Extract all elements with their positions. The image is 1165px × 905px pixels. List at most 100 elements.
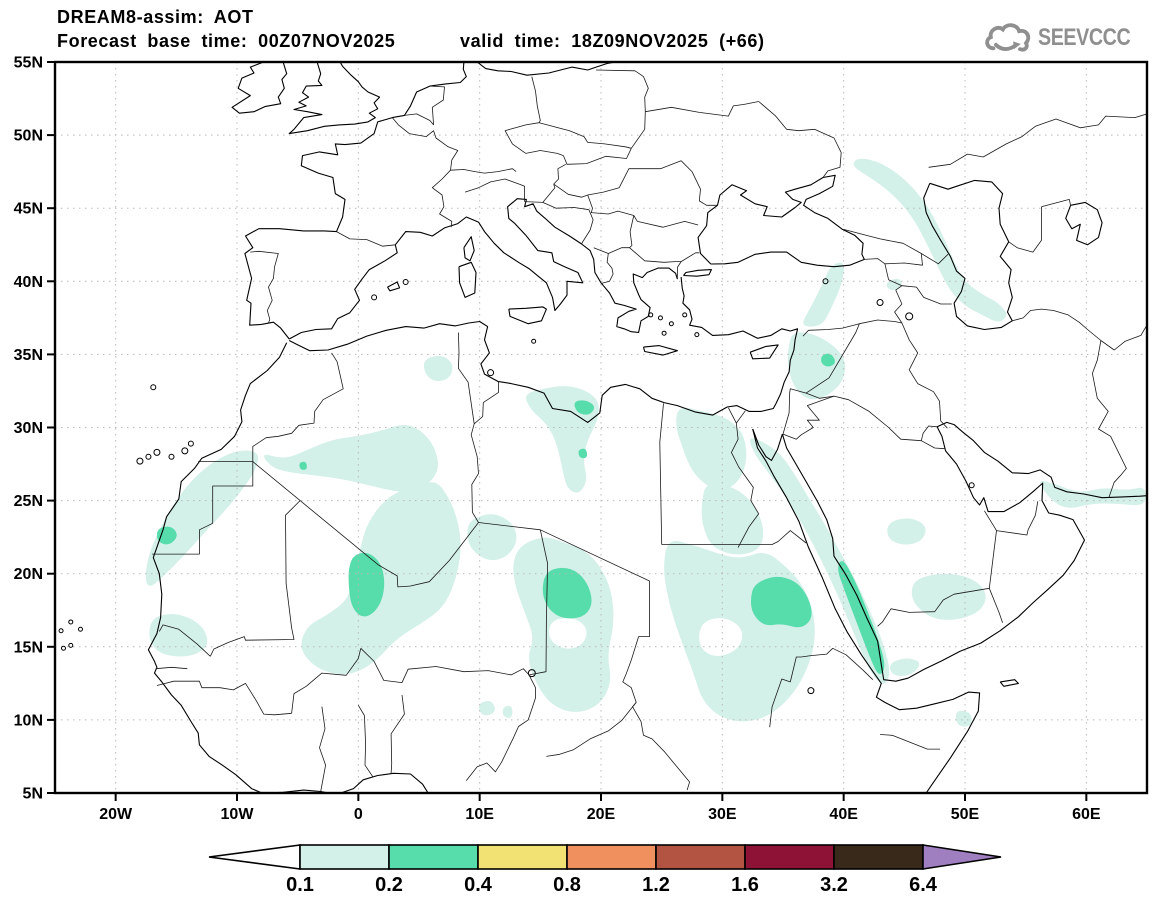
border-line [884,253,923,266]
y-axis-label: 50N [14,128,43,145]
border-line [360,648,530,683]
island-or-lake [371,294,378,301]
cloud-arrow-icon [985,23,1031,52]
border-line [645,101,759,117]
colorbar-segment-5 [744,844,835,870]
border-line [553,163,566,185]
coastline [288,62,381,135]
aot-region-w-sahara-core [156,526,177,545]
border-line [782,395,835,440]
graticule [55,62,1147,793]
aot-region-east-turkey [803,262,844,327]
coastline [781,426,1086,682]
island-or-lake [876,298,884,306]
y-axis-label: 35N [14,347,43,364]
border-line [391,117,459,171]
border-line [920,425,938,441]
aot-region-nigeria-spot-1 [479,701,495,716]
y-axis-label: 30N [14,420,43,437]
aot-region-central-arabia [887,518,926,545]
y-axis-label: 40N [14,274,43,291]
island-or-lake [905,312,914,321]
island-or-lake [807,687,815,695]
colorbar-tick-label: 0.8 [553,874,581,896]
aot-region-yemen-coast [890,658,920,676]
coastline [683,269,712,277]
border-line [596,69,649,149]
island-or-lake [668,321,674,327]
border-line [504,122,540,154]
border-line [357,705,374,778]
island-or-lake [694,332,700,338]
colorbar-tick-label: 0.2 [375,874,403,896]
coastlines [58,62,1147,793]
x-axis-label: 50E [951,806,980,823]
colorbar-tick-label: 6.4 [909,874,938,896]
aot-region-nile-mid [701,483,764,555]
y-axis-label: 15N [14,639,43,656]
aot-region-libya-dot [578,448,588,459]
aot-region-horn-of-africa [955,710,972,727]
border-line [1041,199,1071,208]
border-line [921,440,945,450]
coastline [999,679,1019,687]
colorbar-tick-label: 1.6 [731,874,759,896]
border-line [252,352,344,462]
border-line [528,529,548,676]
coastline [936,421,1147,499]
base-time-value: 00Z07NOV2025 [258,31,396,51]
border-line [769,656,802,728]
border-line [1012,308,1102,341]
border-line [553,183,588,198]
coastline [387,281,401,292]
border-line [805,392,922,442]
border-line [659,403,664,545]
y-axis-label: 10N [14,712,43,729]
x-axis-label: 30E [708,806,737,823]
coastline [147,342,429,793]
border-line [465,674,536,781]
border-line [758,101,842,178]
colorbar-tick-label: 3.2 [820,874,848,896]
border-line [801,647,874,680]
border-line [901,285,952,305]
aot-region-senegal [149,614,208,657]
x-axis-label: 10E [465,806,494,823]
border-line [291,648,362,714]
island-or-lake [153,448,161,456]
aot-region-nw-algeria [264,424,438,493]
coastline [288,276,799,423]
aot-region-chad-clear-hole [549,618,587,649]
border-line [152,461,254,555]
border-line [782,388,807,435]
colorbar-tick-label: 1.2 [642,874,670,896]
colorbar-left-arrow [208,844,301,870]
border-line [877,530,997,627]
border-line [1008,206,1042,253]
coastline [752,428,783,461]
colorbar-tick-label: 0.1 [286,874,314,896]
aot-region-west-egypt [676,407,747,490]
border-line [901,322,948,429]
island-or-lake [68,619,74,625]
border-line [464,178,525,202]
border-line [156,680,292,716]
border-line [680,252,700,262]
colorbar-segment-1 [388,844,479,870]
border-line [1092,340,1127,498]
border-line [209,500,301,657]
island-or-lake [150,384,157,391]
colorbar-segment-4 [655,844,746,870]
border-line [880,734,941,750]
island-or-lake [181,447,189,455]
coastline [508,306,547,325]
border-line [988,588,1003,623]
chart-subtitle: Forecast base time: 00Z07NOV2025 valid t… [57,29,765,53]
island-or-lake [187,440,194,447]
aot-shaded-regions [145,158,1146,727]
border-line [546,702,637,757]
country-borders [152,69,1147,792]
aot-region-red-sea-core [838,561,885,675]
aot-region-syria-levant [787,332,846,400]
island-or-lake [682,312,688,318]
